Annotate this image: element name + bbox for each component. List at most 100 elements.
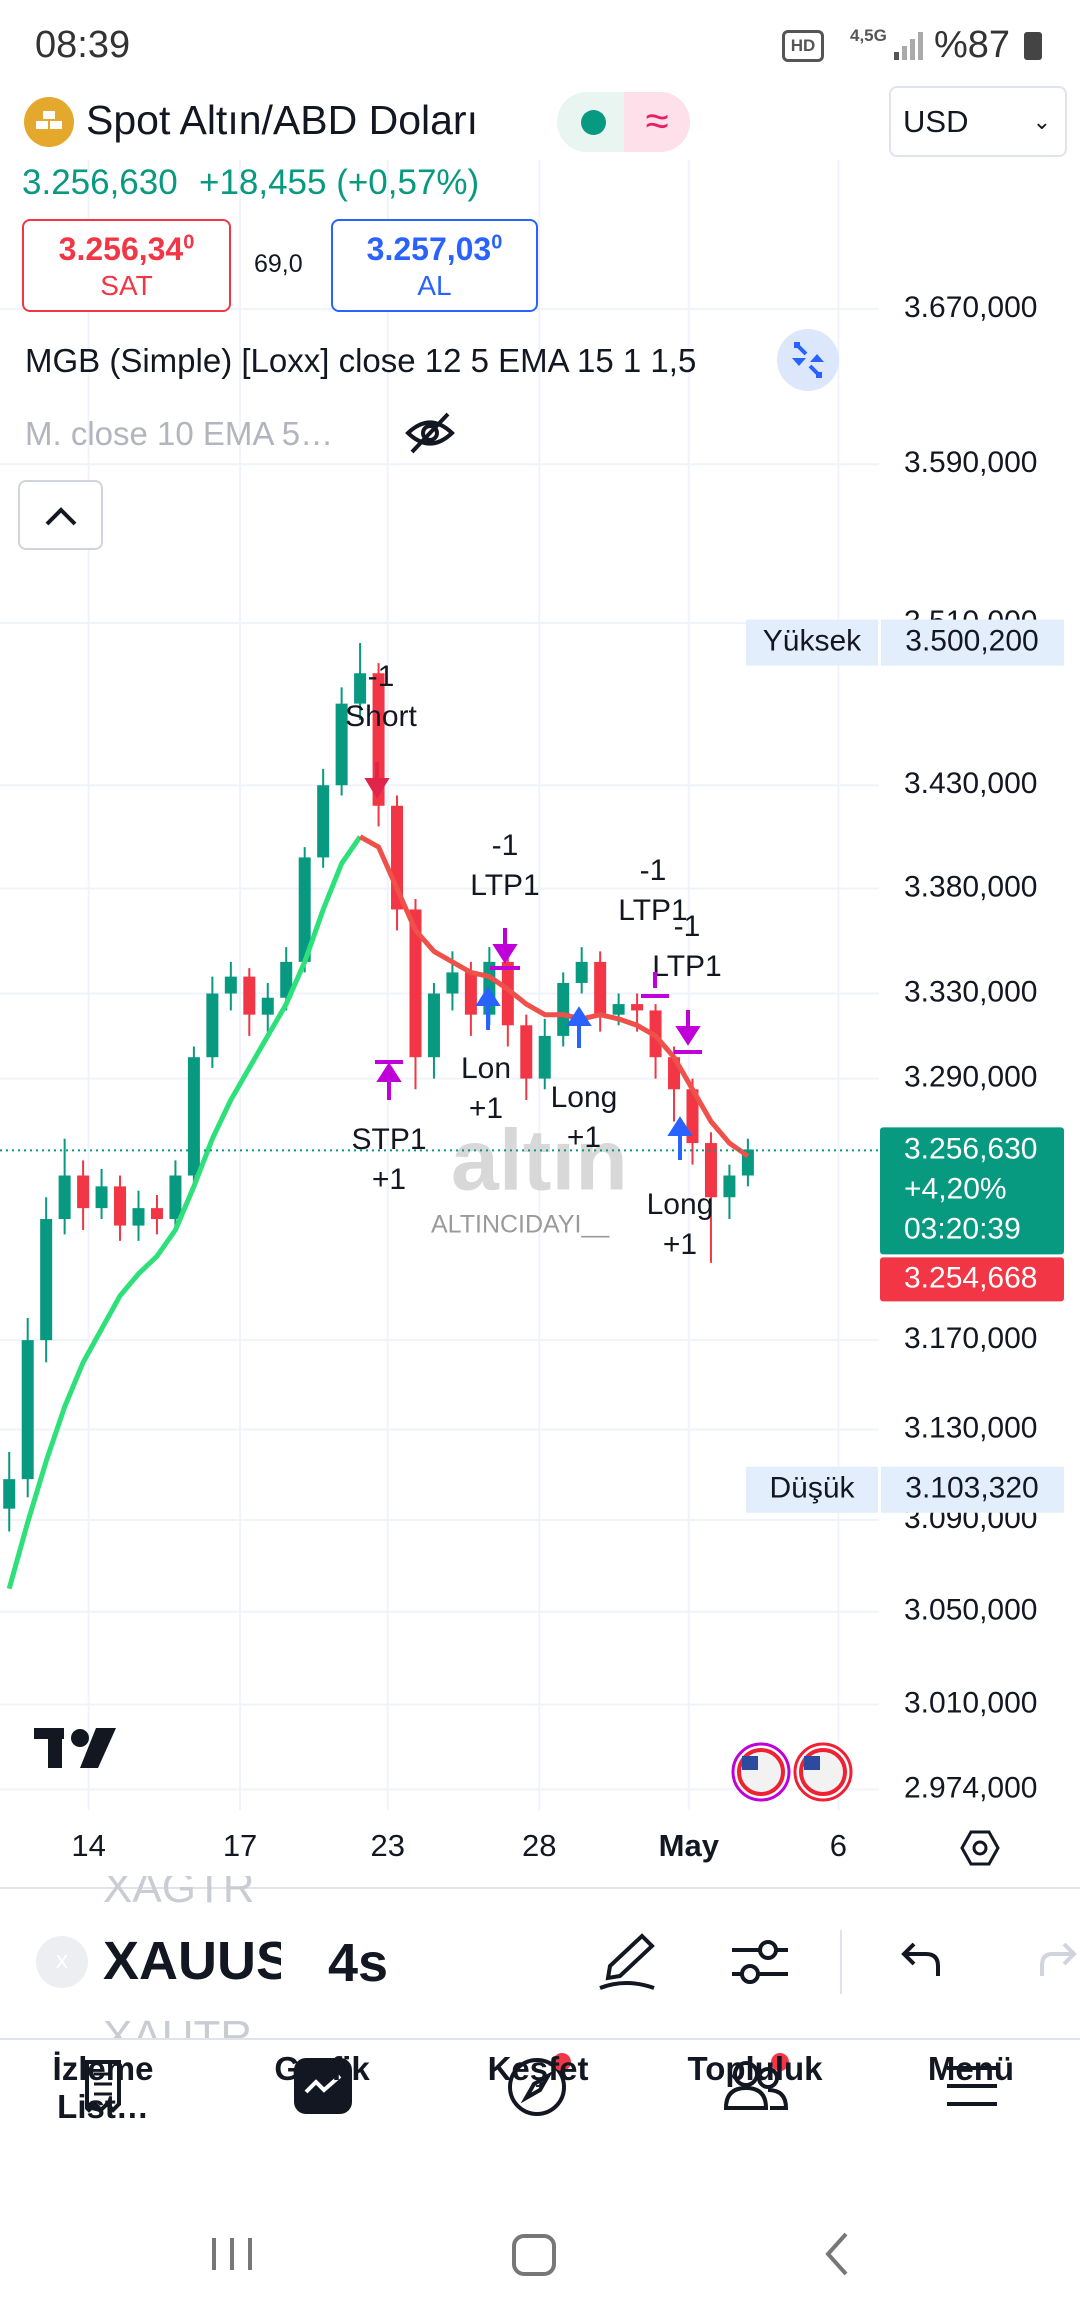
draw-icon[interactable]	[596, 1930, 660, 1994]
menu-icon[interactable]	[945, 2064, 999, 2108]
collapse-button[interactable]	[18, 480, 103, 550]
nav-watchlist[interactable]: İzleme List…	[52, 2050, 154, 2125]
prev-price: 3.254,668	[904, 1261, 1037, 1294]
settings-icon[interactable]	[960, 1830, 1000, 1866]
indicator-icon[interactable]	[776, 328, 840, 392]
candle-body	[298, 857, 311, 962]
nav-menu[interactable]: Menü	[927, 2050, 1015, 2087]
interval[interactable]: 4s	[328, 1933, 389, 1993]
bar-countdown: 03:20:39	[904, 1212, 1021, 1245]
y-tick-label: 3.050,000	[904, 1594, 1037, 1627]
prev-price-box	[880, 1257, 1064, 1302]
candle-body	[446, 972, 459, 994]
network: 4,5G	[850, 26, 887, 45]
candle-body	[594, 961, 607, 1015]
nav-chart[interactable]: Grafik	[274, 2050, 370, 2087]
candle-body	[169, 1175, 182, 1220]
back[interactable]	[825, 2232, 848, 2276]
candle-body	[95, 1186, 108, 1209]
signal-arrow	[667, 1116, 693, 1160]
status-time: 08:39	[35, 24, 131, 66]
signal-arrow	[641, 972, 669, 998]
candle-body	[77, 1175, 90, 1209]
buy-button[interactable]: 3.257,030 AL	[331, 219, 538, 312]
watermark-text: ALTINCIDAYI__	[431, 1211, 610, 1239]
signal-arrow	[375, 1060, 403, 1100]
undo-icon[interactable]	[898, 1940, 944, 1980]
x-tick-label: May	[659, 1828, 720, 1863]
settings-sliders-icon[interactable]	[730, 1934, 790, 1990]
spread: 69,0	[254, 250, 303, 278]
marker-value-bg	[881, 1466, 1064, 1513]
signal-label: -1	[674, 910, 701, 943]
battery-icon	[1024, 32, 1042, 60]
marker-label-bg	[746, 1466, 878, 1513]
marker-label: Düşük	[769, 1472, 855, 1505]
symbol-title[interactable]: Spot Altın/ABD Doları	[86, 97, 478, 143]
y-tick-label: 3.010,000	[904, 1687, 1037, 1720]
candle-body	[243, 976, 256, 1015]
y-tick-label: 3.380,000	[904, 871, 1037, 904]
signal-label: LTP1	[618, 894, 687, 927]
signal-arrow	[566, 1006, 592, 1048]
signal-label: LTP1	[470, 869, 539, 902]
symbol-prev[interactable]: XAGTR	[103, 1876, 255, 1910]
community-icon[interactable]	[720, 2052, 796, 2118]
symbol-current[interactable]: XAUUS	[103, 1931, 281, 1991]
indicator-label[interactable]: M. close 10 EMA 5…	[25, 415, 334, 452]
divider	[840, 1930, 842, 1994]
indicator-label[interactable]: MGB (Simple) [Loxx] close 12 5 EMA 15 1 …	[25, 342, 697, 379]
last-price-box	[880, 1127, 1064, 1255]
signal-arrow	[674, 1010, 702, 1054]
nav-explore[interactable]: Keşfet	[487, 2050, 589, 2087]
signal-label: -1	[640, 854, 667, 887]
home[interactable]	[512, 2234, 556, 2276]
last-price-change: +4,20%	[904, 1172, 1007, 1205]
indicator-line	[6, 835, 363, 1590]
candle-body	[150, 1208, 163, 1220]
sell-label: SAT	[100, 270, 153, 301]
explore-icon[interactable]	[506, 2052, 572, 2118]
candle-body	[704, 1143, 717, 1198]
candle-body	[40, 1219, 53, 1341]
status-toggle[interactable]: ≈	[557, 92, 690, 152]
hidden-icon[interactable]	[404, 410, 456, 456]
candle-body	[464, 972, 477, 1015]
recent-apps[interactable]	[212, 2238, 252, 2270]
candle-body	[187, 1057, 200, 1176]
signal-label: Long	[647, 1188, 714, 1221]
x-tick-label: 23	[371, 1828, 405, 1863]
signal-label: +1	[469, 1092, 503, 1125]
symbol: XAGTR	[103, 1876, 255, 1910]
signal-label: LTP1	[652, 950, 721, 983]
y-tick-label: 2.974,000	[904, 1771, 1037, 1804]
price-change: +18,455 (+0,57%)	[199, 163, 480, 202]
y-tick-label: 3.170,000	[904, 1322, 1037, 1355]
signal-label: +1	[372, 1163, 406, 1196]
signal-label: +1	[567, 1121, 601, 1154]
candle-body	[575, 961, 588, 983]
buy-digit: 0	[491, 231, 503, 254]
clear-button[interactable]: x	[36, 1936, 88, 1988]
watchlist-icon[interactable]	[83, 2058, 123, 2114]
system-nav	[212, 2232, 848, 2276]
candle-body	[261, 997, 274, 1015]
y-tick-label: 3.290,000	[904, 1060, 1037, 1093]
candle-body	[58, 1175, 71, 1220]
redo-icon[interactable]	[1040, 1940, 1080, 1980]
currency-select[interactable]: USD ⌄	[889, 86, 1067, 157]
sell-button[interactable]: 3.256,340 SAT	[22, 219, 231, 312]
gold-icon	[24, 97, 74, 147]
candle-body	[280, 961, 293, 998]
nav-community[interactable]: Topluluk	[687, 2050, 823, 2087]
marker-label: Yüksek	[763, 625, 862, 658]
price-axis: 3.670,0003.590,0003.510,0003.430,0003.38…	[71, 291, 1064, 1863]
chart-icon[interactable]	[292, 2056, 354, 2116]
candle-body	[114, 1186, 127, 1226]
candle-body	[612, 1004, 625, 1015]
signal-label: Long	[551, 1081, 618, 1114]
candle-body	[206, 993, 219, 1058]
symbol-next[interactable]: XAUTR	[103, 2012, 252, 2038]
